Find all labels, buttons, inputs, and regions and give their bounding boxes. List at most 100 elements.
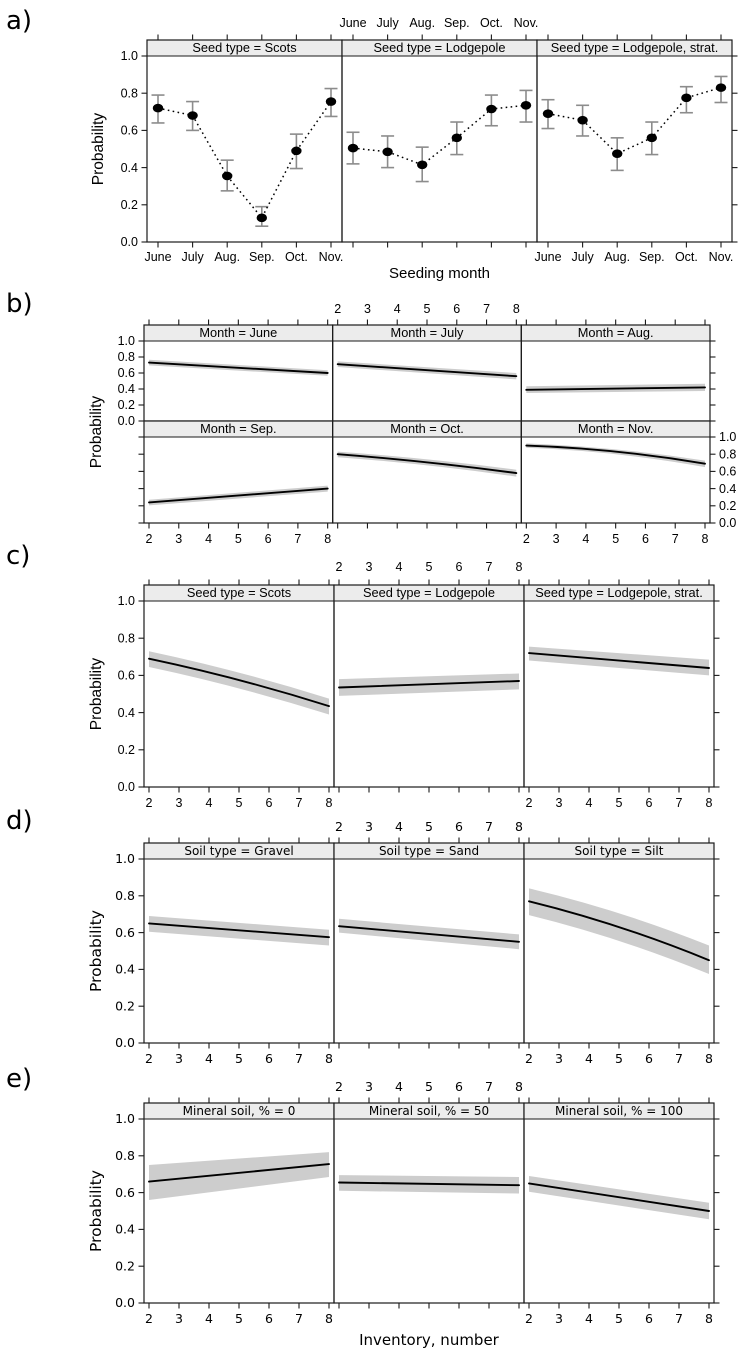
top-axis-tick-label: 6	[455, 819, 463, 834]
fitted-line	[148, 1163, 330, 1183]
x-tick-label: 7	[675, 1311, 683, 1326]
x-tick-label: 8	[326, 796, 333, 810]
top-axis-tick-label: Sep.	[444, 16, 470, 30]
top-axis-tick-label: 2	[336, 560, 343, 574]
panel-month-sep: 2 3 4 5 6 7 8 Month = Sep.	[143, 420, 334, 546]
x-tick-label: 5	[235, 1051, 243, 1066]
figure-b: Probability 2 3 4 5 6 7 8 0.0 0.2 0.4 0.6 0.8 1.0 Mont…	[88, 302, 736, 546]
x-tick-label: 6	[265, 1051, 273, 1066]
panel-border	[143, 1102, 335, 1304]
y-tick-label: 0.0	[719, 516, 736, 530]
panel-mineral-soil-0: 2 3 4 5 6 7 8 Mineral soil, % = 0	[143, 1097, 335, 1326]
strip-label: Soil type = Gravel	[184, 844, 293, 858]
x-tick-label: Sep.	[639, 250, 665, 264]
panel-soil-type-gravel: 2 3 4 5 6 7 8 Soil type = Gravel	[143, 837, 335, 1066]
panel-seed-type-lodgepole-strat: June July Aug. Sep. Oct. Nov. Seed type = Lodg…	[534, 34, 734, 264]
y-tick-label: 0.0	[118, 780, 135, 794]
y-tick-label: 0.8	[115, 1148, 135, 1163]
strip-label: Seed type = Lodgepole	[374, 40, 506, 55]
top-axis-tick-label: 3	[365, 1079, 373, 1094]
panel-month-aug: Month = Aug.	[520, 319, 711, 422]
x-tick-label: 6	[265, 532, 272, 546]
top-axis-tick-label: 2	[335, 819, 343, 834]
x-tick-label: 5	[615, 1051, 623, 1066]
x-tick-label: 2	[523, 532, 530, 546]
top-axis-tick-label: Oct.	[480, 16, 503, 30]
x-tick-label: 4	[205, 532, 212, 546]
figure-d-tag: d)	[6, 806, 33, 836]
x-tick-label: 8	[324, 532, 331, 546]
panel-soil-type-silt: 2 3 4 5 6 7 8 Soil type = Silt	[523, 837, 715, 1066]
panel-border	[523, 1102, 715, 1304]
data-point	[187, 111, 198, 120]
panel-border	[536, 39, 733, 243]
confidence-band	[149, 1152, 329, 1200]
top-axis-tick-label: 8	[515, 819, 523, 834]
x-tick-label: 5	[235, 532, 242, 546]
fitted-line	[148, 657, 330, 708]
data-point	[520, 100, 532, 110]
x-tick-label: 6	[645, 1311, 653, 1326]
y-tick-label: 1.0	[719, 430, 736, 444]
strip-label: Seed type = Scots	[187, 585, 291, 600]
panel-month-july: Month = July	[332, 319, 522, 422]
x-tick-label: Nov.	[709, 250, 734, 264]
top-axis-tick-label: June	[339, 16, 366, 30]
y-tick-label: 0.0	[115, 1035, 135, 1050]
figure-c: Probability 2 3 4 5 6 7 8 0.0 0.2 0.4 0.6 0.8 1.0 2 3 4 5…	[88, 560, 720, 810]
fitted-line	[338, 1181, 520, 1187]
top-axis-tick-label: 4	[394, 302, 401, 316]
panel-seed-type-lodgepole: Seed type = Lodgepole	[341, 34, 538, 248]
y-tick-label: 0.6	[118, 669, 135, 683]
data-point	[646, 133, 657, 143]
top-axis-tick-label: 8	[515, 1079, 523, 1094]
y-axis-title: Probability	[88, 396, 105, 469]
y-tick-label: 1.0	[115, 851, 135, 866]
y-tick-label: 0.6	[118, 366, 135, 380]
x-axis-title: Seeding month	[389, 265, 490, 282]
confidence-band	[337, 451, 517, 477]
y-tick-label: 0.6	[121, 124, 138, 138]
data-point	[325, 97, 337, 106]
panel-seed-type-scots: June July Aug. Sep. Oct. Nov. Seed type = Scot…	[144, 34, 343, 264]
top-axis-tick-label: 3	[364, 302, 371, 316]
fitted-line	[528, 652, 710, 669]
top-axis-tick-label: 5	[424, 302, 431, 316]
x-tick-label: 7	[295, 1051, 303, 1066]
strip-label: Seed type = Lodgepole, strat.	[535, 585, 703, 600]
x-tick-label: 7	[296, 796, 303, 810]
top-axis-tick-label: 7	[485, 1079, 493, 1094]
fitted-line	[338, 925, 520, 943]
strip-label: Mineral soil, % = 50	[369, 1104, 489, 1118]
x-tick-label: 7	[672, 532, 679, 546]
x-tick-label: 5	[236, 796, 243, 810]
y-tick-label: 0.4	[118, 382, 135, 396]
y-tick-label: 0.2	[118, 743, 135, 757]
data-point	[681, 93, 692, 103]
confidence-band	[149, 651, 329, 715]
strip-label: Month = Sep.	[200, 421, 276, 436]
panel-border	[523, 584, 715, 788]
figure-e: Probability 2 3 4 5 6 7 8 Inventory, number 0.0 0.…	[87, 1079, 720, 1349]
y-tick-label: 0.2	[121, 198, 138, 212]
fitted-line	[148, 487, 329, 504]
strip-label: Month = Nov.	[578, 421, 654, 436]
top-axis-tick-label: 4	[395, 819, 403, 834]
data-point	[152, 103, 164, 113]
x-tick-label: 7	[676, 796, 683, 810]
x-tick-label: 6	[646, 796, 653, 810]
figure-a-tag: a)	[6, 6, 33, 36]
fitted-line	[528, 900, 710, 962]
data-point	[542, 109, 554, 118]
panel-border	[333, 1102, 525, 1304]
strip-label: Seed type = Lodgepole, strat.	[551, 40, 719, 55]
data-point	[486, 104, 497, 114]
strip-label: Seed type = Lodgepole	[363, 585, 495, 600]
y-axis-title: Probability	[87, 910, 105, 992]
x-tick-label: 7	[295, 1311, 303, 1326]
panel-seed-type-scots: 2 3 4 5 6 7 8 Seed type = Scots	[143, 579, 335, 810]
dotted-connector	[352, 104, 527, 166]
x-tick-label: 4	[582, 532, 589, 546]
strip-label: Soil type = Silt	[575, 844, 664, 858]
